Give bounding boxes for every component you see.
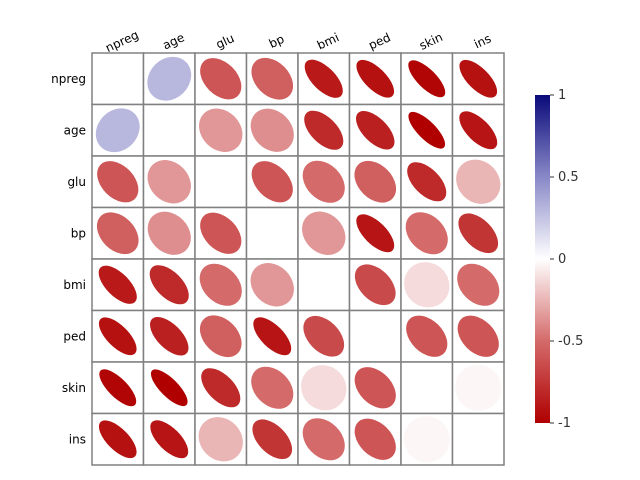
- colorbar-tick-label: 1: [558, 88, 566, 103]
- corr-ellipse-npreg-age: [147, 56, 192, 101]
- corr-ellipse-bp-glu: [200, 212, 242, 254]
- row-label-bmi: bmi: [63, 278, 86, 292]
- corr-ellipse-bp-skin: [405, 212, 448, 255]
- corr-ellipse-ped-glu: [199, 315, 242, 358]
- corr-ellipse-glu-ins: [456, 159, 501, 204]
- corr-ellipse-bmi-ped: [354, 264, 396, 306]
- corr-ellipse-bp-ins: [458, 213, 499, 254]
- corr-ellipse-age-skin: [408, 111, 446, 149]
- corr-ellipse-bmi-bp: [250, 263, 294, 307]
- corr-ellipse-glu-skin: [407, 162, 447, 202]
- corr-ellipse-ped-skin: [406, 315, 448, 357]
- row-label-ins: ins: [69, 432, 86, 446]
- matrix-cell-bmi-bmi: [297, 258, 351, 312]
- colorbar-tick-label: -1: [558, 416, 571, 431]
- colorbar-gradient: [535, 95, 550, 423]
- corr-ellipse-glu-bp: [251, 161, 293, 203]
- colorbar-tick-label: -0.5: [558, 334, 583, 349]
- corr-ellipse-bmi-age: [149, 265, 189, 305]
- corr-ellipse-age-bmi: [304, 110, 344, 150]
- corr-ellipse-ins-bp: [252, 419, 293, 460]
- matrix-cell-npreg-npreg: [91, 52, 145, 106]
- row-label-npreg: npreg: [51, 72, 86, 86]
- corr-ellipse-glu-age: [147, 160, 191, 204]
- matrix-cell-skin-skin: [400, 361, 454, 415]
- column-label-age: age: [160, 30, 186, 52]
- corr-ellipse-ped-npreg: [98, 317, 137, 356]
- corr-ellipse-bmi-npreg: [98, 265, 137, 304]
- corr-ellipse-ped-age: [149, 316, 189, 356]
- corr-ellipse-age-ped: [355, 110, 395, 150]
- colorbar: -1 -0.5 0 0.5 1: [535, 88, 583, 431]
- corr-ellipse-ped-bmi: [303, 315, 345, 357]
- corr-ellipse-npreg-ins: [459, 59, 498, 98]
- corr-ellipse-glu-ped: [354, 160, 397, 203]
- corr-ellipse-skin-glu: [201, 368, 241, 408]
- column-label-skin: skin: [417, 30, 445, 53]
- corr-ellipse-skin-bp: [251, 366, 294, 409]
- corr-ellipse-ins-bmi: [302, 418, 345, 461]
- corr-ellipse-age-ins: [459, 111, 498, 150]
- corr-ellipse-npreg-ped: [356, 59, 395, 98]
- corr-ellipse-bp-ped: [356, 214, 395, 253]
- row-label-glu: glu: [67, 175, 86, 189]
- corr-ellipse-bmi-ins: [457, 263, 500, 306]
- corr-ellipse-glu-bmi: [302, 160, 345, 203]
- matrix-cell-glu-glu: [194, 155, 248, 209]
- column-label-ins: ins: [472, 31, 494, 51]
- matrix-cell-age-age: [142, 103, 196, 157]
- corr-ellipse-ins-ped: [354, 418, 396, 460]
- corr-ellipse-glu-npreg: [97, 161, 139, 203]
- column-label-npreg: npreg: [103, 28, 141, 55]
- colorbar-tick-label: 0: [558, 252, 566, 267]
- matrix-grid: [91, 52, 505, 466]
- column-label-bmi: bmi: [315, 30, 341, 52]
- corr-ellipse-skin-ins: [455, 364, 502, 411]
- column-label-ped: ped: [366, 30, 392, 52]
- row-label-skin: skin: [62, 381, 86, 395]
- corr-ellipse-skin-ped: [354, 367, 396, 409]
- row-label-bp: bp: [71, 226, 86, 240]
- corr-ellipse-ins-npreg: [98, 420, 137, 459]
- column-label-glu: glu: [214, 31, 237, 52]
- corr-ellipse-bmi-skin: [404, 262, 450, 308]
- matrix-cell-ped-ped: [348, 309, 402, 363]
- corr-ellipse-ins-age: [150, 420, 189, 459]
- corr-ellipse-ins-skin: [403, 416, 450, 463]
- corr-ellipse-bp-npreg: [96, 212, 139, 255]
- colorbar-tick-label: 0.5: [558, 170, 579, 185]
- corr-ellipse-skin-age: [150, 369, 188, 407]
- corr-ellipse-ped-bp: [253, 317, 292, 356]
- corr-ellipse-ped-ins: [457, 315, 499, 357]
- corr-ellipse-bmi-glu: [199, 263, 242, 306]
- corr-ellipse-npreg-glu: [200, 58, 242, 100]
- row-label-ped: ped: [63, 329, 86, 343]
- matrix-cell-bp-bp: [245, 206, 299, 260]
- corr-ellipse-age-npreg: [95, 108, 140, 153]
- corr-ellipse-npreg-bmi: [304, 59, 343, 98]
- corr-ellipse-age-glu: [199, 108, 243, 152]
- corr-ellipse-bp-bmi: [302, 211, 346, 255]
- corr-ellipse-npreg-skin: [408, 60, 446, 98]
- corr-ellipse-npreg-bp: [251, 57, 294, 100]
- column-label-bp: bp: [267, 32, 287, 51]
- matrix-cell-ins-ins: [451, 412, 505, 466]
- row-label-age: age: [64, 123, 86, 137]
- corr-ellipse-age-bp: [250, 108, 294, 152]
- corr-ellipse-ins-glu: [198, 417, 243, 462]
- corr-ellipse-skin-npreg: [99, 369, 137, 407]
- corr-ellipse-skin-bmi: [301, 365, 347, 411]
- corr-ellipse-bp-age: [147, 211, 191, 255]
